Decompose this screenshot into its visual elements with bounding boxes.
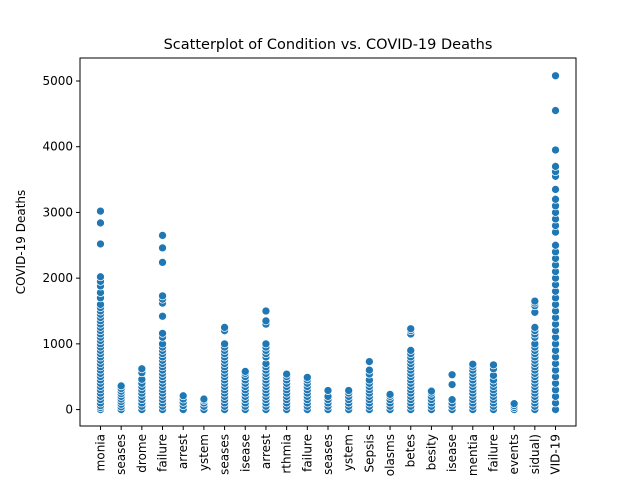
data-point [137, 364, 147, 374]
x-tick-label: monia [93, 434, 107, 471]
data-point [116, 381, 126, 391]
data-point [96, 239, 105, 249]
x-tick-label: ystem [197, 434, 211, 471]
x-tick-label: arrest [259, 434, 273, 469]
y-tick-label: 5000 [42, 74, 73, 88]
data-point [344, 386, 354, 395]
data-point [447, 395, 457, 405]
chart-title: Scatterplot of Condition vs. COVID-19 De… [164, 37, 493, 53]
data-point [178, 391, 188, 401]
data-point [220, 339, 229, 349]
data-point [220, 323, 229, 332]
y-tick-label: 3000 [42, 205, 73, 219]
x-axis: monia seases drome failure arrest ystem seases… [93, 426, 563, 476]
plot-frame [79, 57, 577, 427]
x-tick-label: isease [445, 434, 459, 472]
data-point [447, 370, 457, 380]
data-point [365, 357, 374, 366]
y-axis: 0 1000 2000 3000 4000 5000 [42, 74, 80, 417]
x-tick-label: failure [300, 434, 314, 472]
data-point [551, 194, 560, 204]
data-point [199, 394, 209, 404]
data-point [158, 311, 167, 321]
x-tick-label: besity [424, 434, 438, 470]
data-point [468, 359, 478, 369]
data-point [530, 296, 540, 306]
data-point [509, 399, 519, 409]
x-tick-label: seases [321, 434, 335, 475]
y-tick-label: 4000 [42, 140, 73, 154]
data-point [96, 206, 105, 216]
data-point [261, 339, 271, 349]
data-point [551, 106, 560, 115]
y-tick-label: 0 [65, 403, 73, 417]
y-axis-title: COVID-19 Deaths [14, 190, 28, 295]
data-point [96, 218, 105, 228]
data-point [302, 373, 312, 382]
data-point [323, 386, 333, 395]
x-tick-label: isease [238, 434, 252, 472]
data-point [551, 240, 560, 250]
x-tick-label: seases [114, 434, 128, 475]
x-tick-label: ystem [342, 434, 356, 471]
data-point [530, 323, 540, 332]
x-tick-label: Sepsis [362, 434, 376, 472]
data-point [551, 145, 560, 155]
x-tick-label: arrest [176, 434, 190, 469]
x-tick-label: rthmia [280, 434, 294, 474]
y-tick-label: 1000 [42, 337, 73, 351]
x-tick-label: failure [156, 434, 170, 472]
data-point [158, 243, 167, 253]
x-tick-label: betes [404, 434, 418, 467]
data-point [427, 386, 436, 396]
x-tick-label: olasms [383, 434, 397, 476]
data-point [240, 367, 250, 376]
x-tick-label: sidual) [528, 434, 542, 474]
data-point [551, 71, 560, 81]
data-point [551, 162, 560, 171]
data-point [158, 291, 167, 301]
points-layer [96, 71, 560, 414]
data-point [158, 231, 167, 240]
x-tick-label: mentia [466, 434, 480, 476]
x-tick-label: events [507, 434, 521, 474]
data-point [158, 258, 167, 267]
data-point [261, 306, 271, 316]
x-tick-label: seases [218, 434, 232, 475]
data-point [447, 380, 457, 389]
data-point [385, 390, 395, 399]
x-tick-label: failure [486, 434, 500, 472]
data-point [489, 360, 498, 370]
data-point [365, 365, 374, 375]
data-point [406, 346, 416, 355]
data-point [96, 272, 105, 282]
data-point [406, 324, 416, 334]
data-point [551, 185, 560, 194]
x-tick-label: VID-19 [549, 434, 563, 475]
y-tick-label: 2000 [42, 271, 73, 285]
x-tick-label: drome [135, 434, 149, 473]
data-point [261, 316, 271, 326]
data-point [158, 328, 167, 338]
data-point [282, 369, 291, 379]
